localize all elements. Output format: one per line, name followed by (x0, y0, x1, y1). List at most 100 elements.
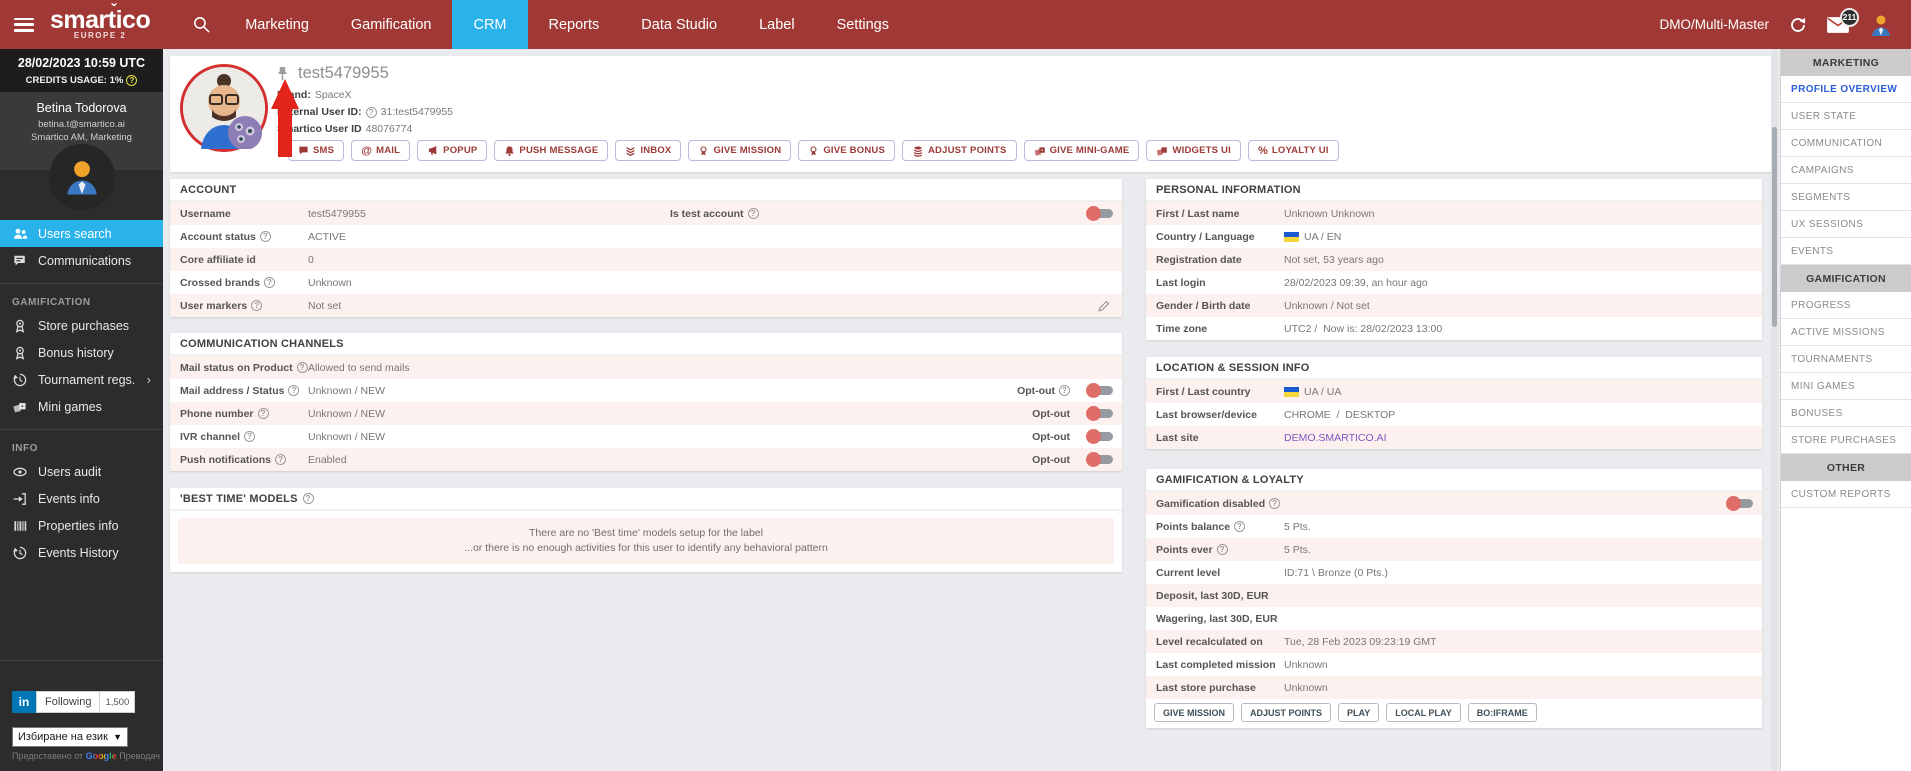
anchor-user-state[interactable]: USER STATE (1781, 103, 1911, 130)
refresh-icon[interactable] (1789, 16, 1807, 34)
chat-icon (12, 253, 28, 269)
mail-optout-toggle[interactable] (1088, 386, 1113, 395)
info-icon[interactable]: ? (1269, 498, 1280, 509)
hamburger-menu-icon[interactable] (14, 18, 34, 32)
nav-item-gamification[interactable]: Gamification (330, 0, 453, 49)
info-icon[interactable]: ? (264, 277, 275, 288)
sidebar-avatar[interactable] (49, 144, 115, 210)
credits-info-icon[interactable]: ? (126, 75, 137, 86)
info-icon[interactable]: ? (244, 431, 255, 442)
sidebar-item-events-history[interactable]: Events History (0, 539, 163, 566)
table-row: Mail status on Product? Allowed to send … (170, 356, 1122, 379)
gamification-card-title: GAMIFICATION & LOYALTY (1146, 469, 1762, 492)
push-message-button[interactable]: PUSH MESSAGE (494, 140, 608, 161)
nav-item-marketing[interactable]: Marketing (224, 0, 330, 49)
nav-item-label[interactable]: Label (738, 0, 815, 49)
is-test-account-toggle[interactable] (1088, 209, 1113, 218)
nav-item-crm[interactable]: CRM (452, 0, 527, 49)
sidebar-item-label: Events info (38, 492, 100, 506)
play-button[interactable]: PLAY (1338, 703, 1379, 722)
inbox-button[interactable]: INBOX (615, 140, 681, 161)
info-icon[interactable]: ? (258, 408, 269, 419)
info-icon[interactable]: ? (303, 493, 314, 504)
pin-icon[interactable] (276, 66, 289, 81)
widgets-ui-button[interactable]: WIDGETS UI (1146, 140, 1240, 161)
linkedin-follow-button[interactable]: Following (36, 691, 100, 713)
info-icon[interactable]: ? (260, 231, 271, 242)
info-icon[interactable]: ? (1059, 385, 1070, 396)
content-scrollbar[interactable] (1771, 49, 1778, 771)
give-mini-game-button[interactable]: GIVE MINI-GAME (1024, 140, 1140, 161)
loyalty-ui-button[interactable]: %LOYALTY UI (1248, 140, 1339, 161)
info-icon[interactable]: ? (1217, 544, 1228, 555)
sms-button[interactable]: SMS (288, 140, 344, 161)
adjust-points-small-button[interactable]: ADJUST POINTS (1241, 703, 1331, 722)
logo[interactable]: smartico EUROPE 2 (50, 9, 150, 40)
anchor-campaigns[interactable]: CAMPAIGNS (1781, 157, 1911, 184)
give-bonus-button[interactable]: GIVE BONUS (798, 140, 895, 161)
nav-item-reports[interactable]: Reports (528, 0, 621, 49)
info-icon[interactable]: ? (297, 362, 308, 373)
anchor-bonuses[interactable]: BONUSES (1781, 400, 1911, 427)
eye-icon (12, 464, 28, 480)
bo-iframe-button[interactable]: BO:IFRAME (1468, 703, 1537, 722)
info-icon[interactable]: ? (1234, 521, 1245, 532)
info-icon[interactable]: ? (748, 208, 759, 219)
sidebar-item-communications[interactable]: Communications (0, 247, 163, 274)
local-play-button[interactable]: LOCAL PLAY (1386, 703, 1461, 722)
anchor-events[interactable]: EVENTS (1781, 238, 1911, 265)
user-name: Betina Todorova (6, 101, 157, 115)
sidebar-item-users-audit[interactable]: Users audit (0, 458, 163, 485)
adjust-points-button[interactable]: ADJUST POINTS (902, 140, 1017, 161)
anchor-profile-overview[interactable]: PROFILE OVERVIEW (1781, 76, 1911, 103)
edit-user-markers-icon[interactable] (1098, 300, 1110, 312)
phone-optout-toggle[interactable] (1088, 409, 1113, 418)
table-row: Points ever? 5 Pts. (1146, 538, 1762, 561)
sidebar-item-events-info[interactable]: Events info (0, 485, 163, 512)
sidebar-item-tournament-regs[interactable]: Tournament regs. › (0, 366, 163, 393)
table-row: First / Last country UA / UA (1146, 380, 1762, 403)
ukraine-flag-icon (1284, 387, 1299, 397)
anchor-ux-sessions[interactable]: UX SESSIONS (1781, 211, 1911, 238)
push-optout-toggle[interactable] (1088, 455, 1113, 464)
language-select[interactable]: Избиране на език ▼ (12, 727, 128, 747)
table-row: Wagering, last 30D, EUR (1146, 607, 1762, 630)
gamification-disabled-toggle[interactable] (1728, 499, 1753, 508)
popup-button[interactable]: POPUP (417, 140, 487, 161)
sidebar-nav: Users search Communications GAMIFICATION… (0, 220, 163, 566)
logo-text: smartico (50, 9, 150, 31)
search-icon[interactable] (184, 15, 218, 34)
info-icon[interactable]: ? (275, 454, 286, 465)
account-switcher[interactable]: DMO/Multi-Master (1659, 17, 1769, 32)
mail-icon[interactable]: 211 (1827, 17, 1849, 33)
give-mission-button[interactable]: GIVE MISSION (688, 140, 791, 161)
nav-item-settings[interactable]: Settings (816, 0, 910, 49)
anchor-custom-reports[interactable]: CUSTOM REPORTS (1781, 481, 1911, 508)
sidebar-item-users-search[interactable]: Users search (0, 220, 163, 247)
info-icon[interactable]: ? (288, 385, 299, 396)
sidebar-item-label: Tournament regs. (38, 373, 135, 387)
sidebar-item-store-purchases[interactable]: Store purchases (0, 312, 163, 339)
anchor-store-purchases[interactable]: STORE PURCHASES (1781, 427, 1911, 454)
ivr-optout-toggle[interactable] (1088, 432, 1113, 441)
profile-avatar[interactable] (180, 64, 268, 152)
user-avatar-icon[interactable] (1869, 13, 1893, 37)
linkedin-icon[interactable]: in (12, 691, 36, 713)
login-arrow-icon (12, 491, 28, 507)
anchor-progress[interactable]: PROGRESS (1781, 292, 1911, 319)
mail-button[interactable]: @MAIL (351, 140, 410, 161)
info-icon[interactable]: ? (366, 107, 377, 118)
anchor-mini-games[interactable]: MINI GAMES (1781, 373, 1911, 400)
anchor-active-missions[interactable]: ACTIVE MISSIONS (1781, 319, 1911, 346)
sidebar-item-bonus-history[interactable]: Bonus history (0, 339, 163, 366)
nav-item-data-studio[interactable]: Data Studio (620, 0, 738, 49)
sidebar-item-properties-info[interactable]: Properties info (0, 512, 163, 539)
info-icon[interactable]: ? (251, 300, 262, 311)
anchor-tournaments[interactable]: TOURNAMENTS (1781, 346, 1911, 373)
stack-icon (625, 145, 636, 157)
sidebar-item-mini-games[interactable]: Mini games (0, 393, 163, 420)
last-site-link[interactable]: DEMO.SMARTICO.AI (1284, 432, 1386, 444)
anchor-communication[interactable]: COMMUNICATION (1781, 130, 1911, 157)
give-mission-small-button[interactable]: GIVE MISSION (1154, 703, 1234, 722)
anchor-segments[interactable]: SEGMENTS (1781, 184, 1911, 211)
